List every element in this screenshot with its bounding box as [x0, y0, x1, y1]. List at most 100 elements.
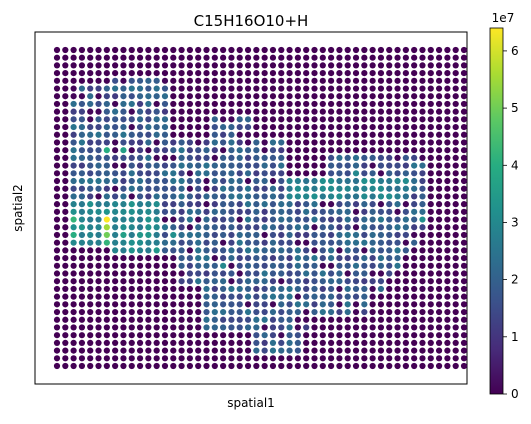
spot: [402, 46, 409, 54]
spot: [294, 193, 301, 200]
spot: [112, 77, 119, 84]
spot: [161, 185, 169, 192]
spot: [303, 208, 310, 215]
spot: [186, 255, 193, 262]
spot: [394, 270, 401, 277]
spot: [78, 339, 86, 346]
spot: [128, 193, 135, 200]
spot: [419, 224, 426, 231]
spot: [195, 362, 202, 370]
spot: [294, 177, 301, 185]
spot: [211, 54, 218, 61]
spot: [220, 362, 227, 370]
spot: [419, 116, 426, 123]
spot: [228, 154, 235, 161]
spot: [220, 316, 227, 323]
spot: [145, 154, 152, 161]
spot: [170, 201, 177, 208]
spot: [161, 278, 169, 285]
spot: [444, 77, 451, 84]
spot: [153, 308, 160, 316]
spot: [402, 247, 409, 254]
x-axis-label: spatial1: [227, 396, 275, 410]
spot: [435, 131, 443, 138]
spot: [70, 116, 77, 123]
spot: [70, 77, 77, 84]
spot: [153, 162, 160, 169]
spot: [145, 324, 152, 331]
spot: [112, 247, 119, 254]
spot: [294, 247, 301, 254]
spot: [352, 362, 360, 370]
spot: [112, 278, 119, 285]
spot: [112, 339, 119, 346]
spot: [386, 162, 393, 169]
spot: [444, 224, 451, 231]
spot: [352, 123, 360, 131]
spot: [244, 208, 252, 215]
spot: [228, 362, 235, 370]
spot: [369, 324, 376, 331]
spot: [336, 77, 343, 84]
spot: [278, 139, 285, 146]
spot: [70, 139, 77, 146]
spot: [377, 177, 385, 185]
spot: [411, 216, 418, 223]
spot: [269, 139, 277, 146]
spot: [377, 216, 385, 223]
spot: [112, 301, 119, 308]
spot: [452, 154, 459, 161]
spot: [211, 316, 218, 323]
spot: [203, 177, 210, 185]
spot: [112, 162, 119, 169]
spot: [311, 270, 318, 277]
spot: [244, 347, 252, 354]
spot: [369, 301, 376, 308]
spot: [70, 185, 77, 192]
spot: [460, 239, 468, 246]
spot: [178, 62, 185, 69]
spot: [460, 270, 468, 277]
spot: [352, 301, 360, 308]
spot: [236, 123, 243, 131]
spot: [444, 177, 451, 185]
spot: [303, 154, 310, 161]
spot: [435, 316, 443, 323]
spot: [153, 239, 160, 246]
spot: [244, 123, 252, 131]
spot: [161, 224, 169, 231]
spot: [427, 231, 434, 239]
spot: [153, 131, 160, 138]
spot: [286, 231, 293, 239]
spot: [103, 139, 110, 146]
spot: [136, 62, 144, 69]
spot: [261, 270, 268, 277]
spot: [319, 355, 326, 362]
spot: [95, 262, 102, 269]
spot: [136, 270, 144, 277]
spot: [460, 162, 468, 169]
spot: [402, 231, 409, 239]
spot: [435, 70, 443, 77]
spot: [128, 247, 135, 254]
spot: [112, 154, 119, 161]
spot: [452, 255, 459, 262]
spot: [411, 278, 418, 285]
spot: [452, 316, 459, 323]
spot: [145, 108, 152, 115]
spot: [444, 324, 451, 331]
spot: [444, 70, 451, 77]
spot: [128, 285, 135, 293]
spot: [128, 85, 135, 92]
spot: [203, 147, 210, 154]
spot: [402, 193, 409, 200]
spot: [452, 362, 459, 370]
spot: [53, 170, 61, 177]
spot: [95, 116, 102, 123]
spot: [278, 62, 285, 69]
spot: [269, 339, 277, 346]
spot: [344, 255, 351, 262]
spot: [319, 278, 326, 285]
spot: [435, 139, 443, 146]
spot: [136, 224, 144, 231]
